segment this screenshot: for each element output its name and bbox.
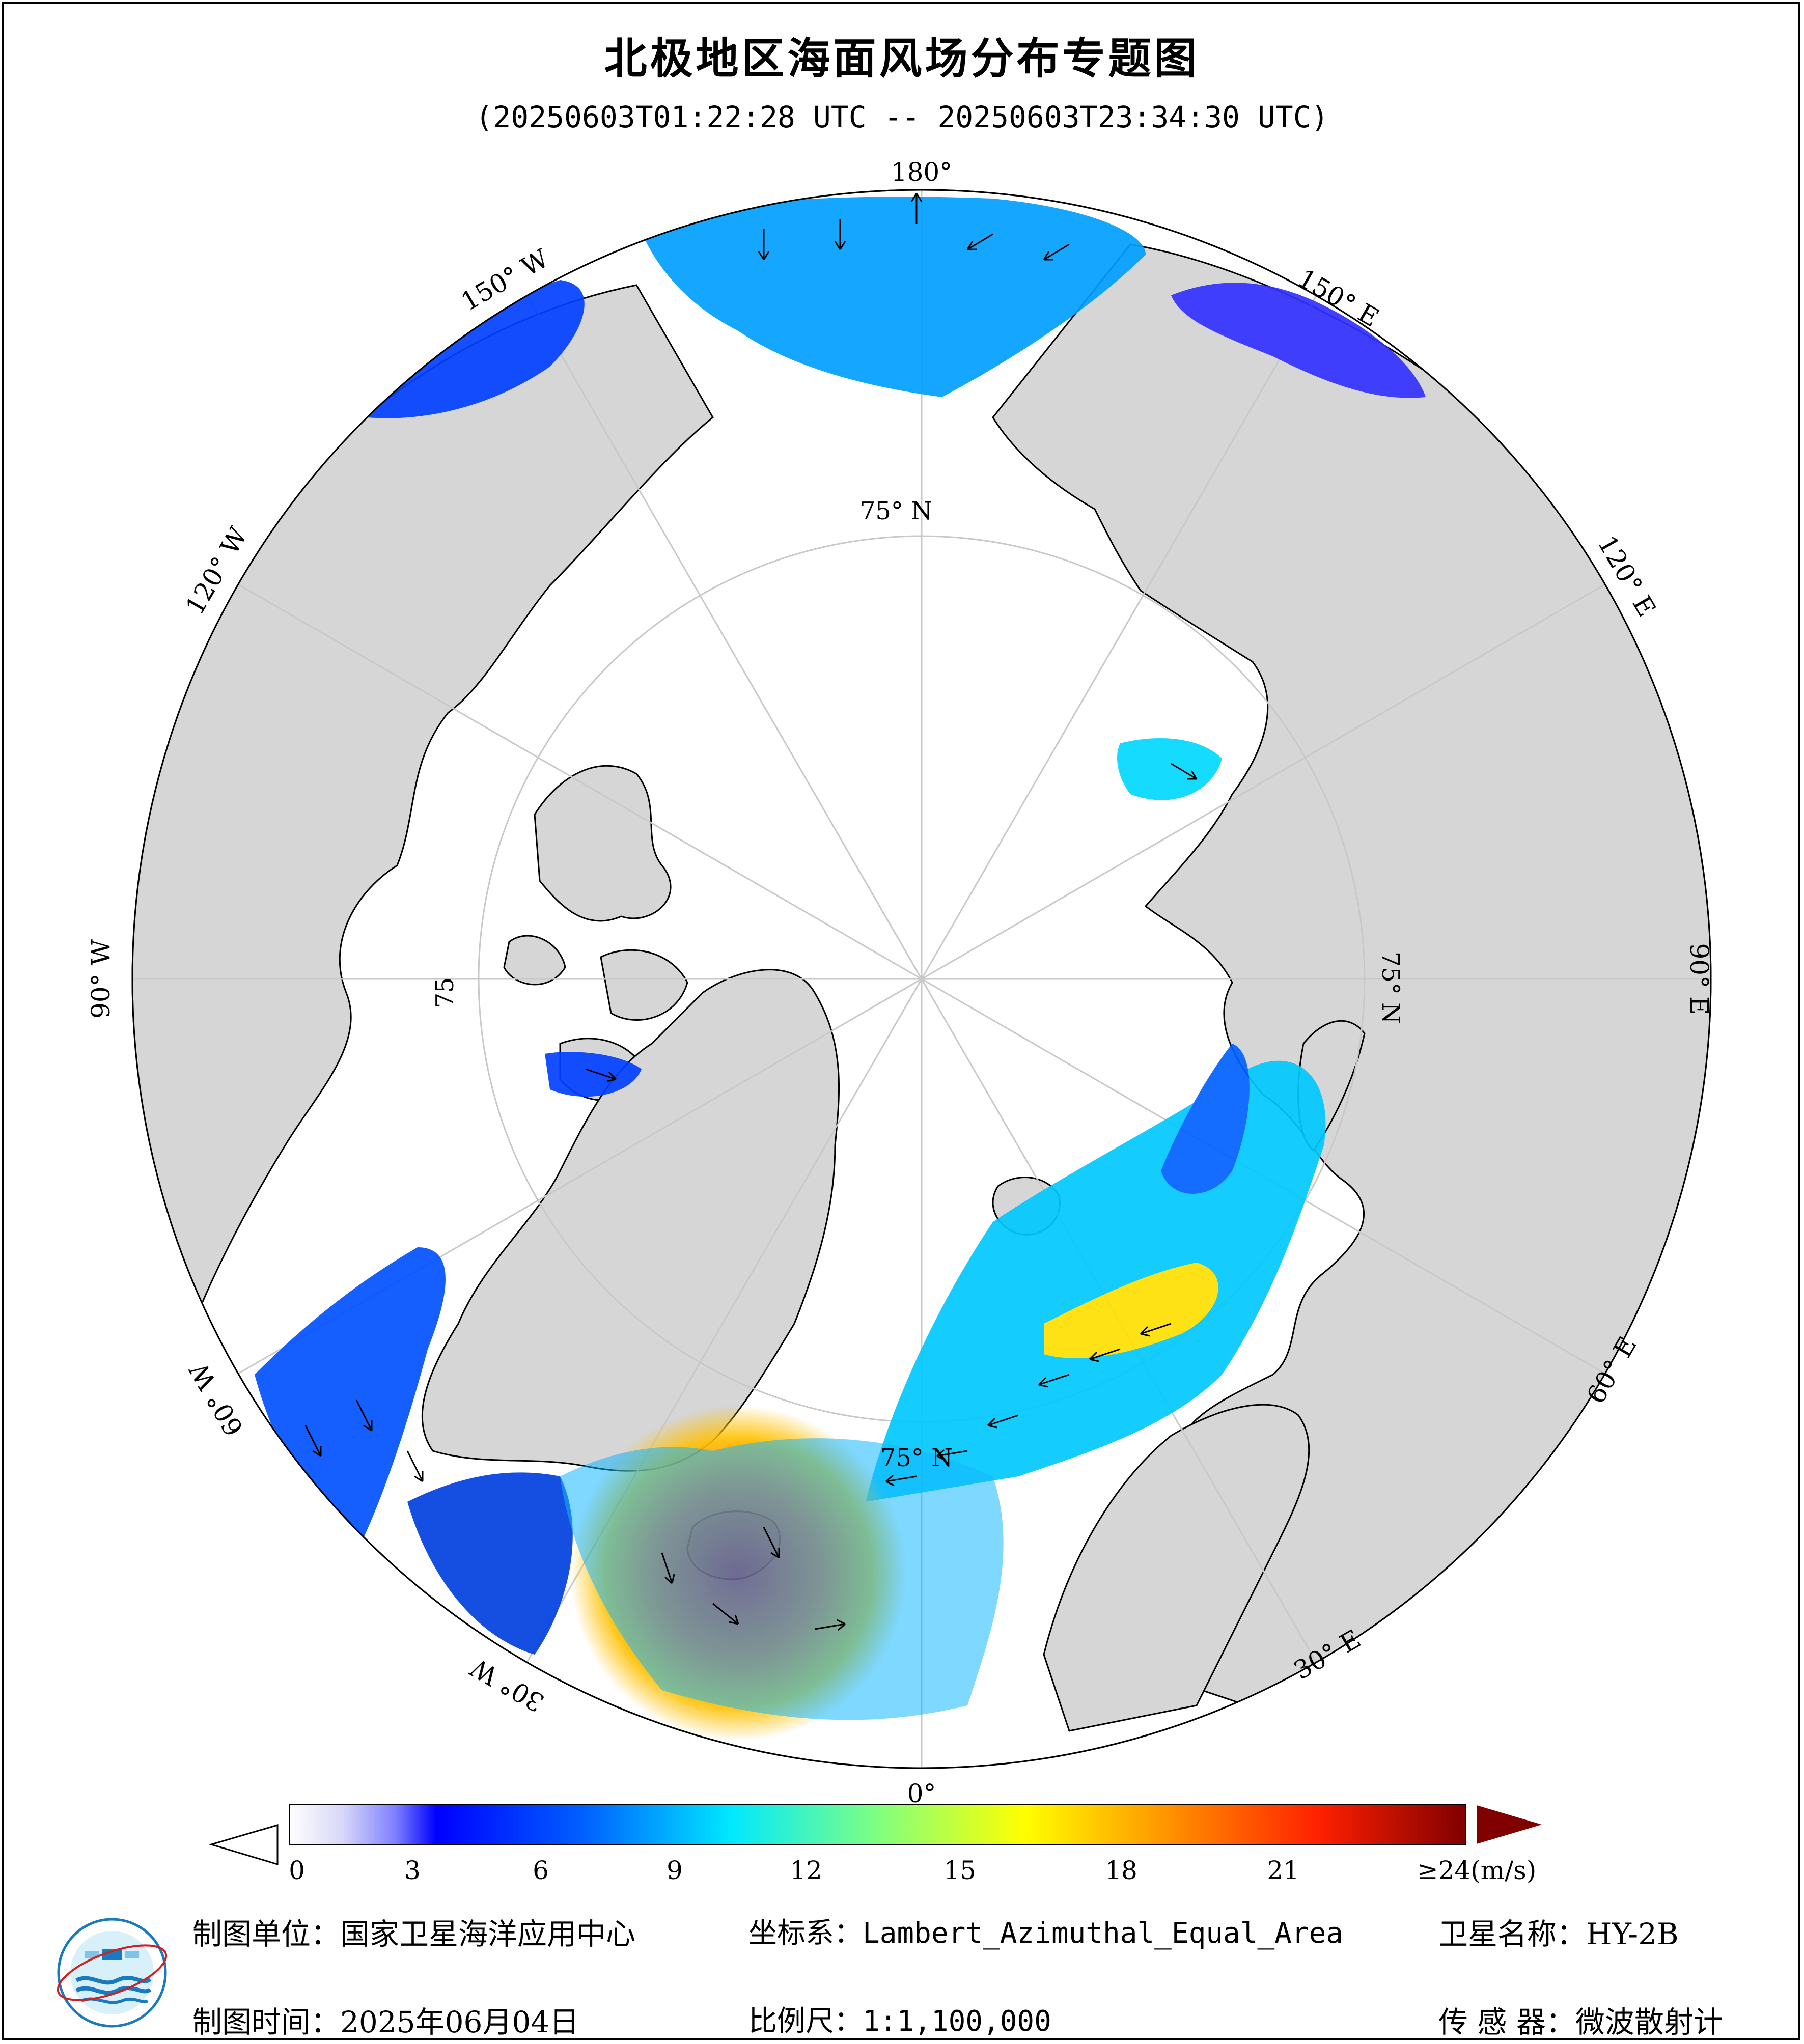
- wind-vector: [1038, 1374, 1070, 1388]
- wind-vector: [814, 1619, 846, 1631]
- land-scandinavia: [1043, 1404, 1310, 1732]
- wind-vector: [987, 1414, 1019, 1429]
- colorbar-tick: 3: [404, 1856, 421, 1885]
- lon-label-0: 0°: [907, 1779, 936, 1808]
- swath-kara: [1161, 1044, 1250, 1194]
- map-content: [132, 190, 1711, 1768]
- wind-vector: [885, 1474, 917, 1487]
- swath-barents-core: [1044, 1263, 1218, 1358]
- satellite-info: 卫星名称：HY-2B: [1438, 1917, 1679, 1951]
- wind-vector: [585, 1068, 617, 1082]
- latitude-labels: 75° N 75 75° N 75° N: [431, 497, 1405, 1472]
- crs-info: 坐标系：Lambert_Azimuthal_Equal_Area: [748, 1917, 1344, 1950]
- colorbar-body: [289, 1804, 1466, 1845]
- lat-label-75-right: 75° N: [1376, 951, 1405, 1024]
- swath-laptev: [1117, 738, 1222, 800]
- sensor-info: 传 感 器：微波散射计: [1438, 2005, 1723, 2039]
- swath-okhotsk: [1171, 283, 1426, 398]
- wind-vector: [1043, 243, 1070, 261]
- colorbar-tick: 18: [1105, 1856, 1137, 1885]
- scale-info: 比例尺：1:1,100,000: [748, 2005, 1051, 2038]
- wind-vector: [763, 1527, 780, 1559]
- colorbar-tick: 9: [667, 1856, 683, 1885]
- colorbar-unit-label: ≥24(m/s): [1417, 1856, 1537, 1885]
- wind-vector: [1089, 1348, 1121, 1362]
- map-title: 北极地区海面风场分布专题图: [604, 34, 1200, 83]
- wind-vectors: [304, 193, 1198, 1631]
- agency-logo-icon: [57, 1918, 168, 2028]
- producer-info: 制图单位：国家卫星海洋应用中心: [192, 1917, 636, 1951]
- colorbar-tick: 12: [790, 1856, 822, 1885]
- wind-vector: [406, 1450, 424, 1482]
- colorbar-tick: 15: [943, 1856, 976, 1885]
- lat-label-75-left: 75: [431, 977, 459, 1008]
- wind-vector: [966, 233, 993, 250]
- lat-label-75-bottom: 75° N: [880, 1444, 953, 1472]
- wind-vector: [304, 1425, 322, 1457]
- colorbar-tick: 21: [1267, 1856, 1299, 1885]
- colorbar-tick: 0: [289, 1856, 305, 1885]
- wind-vector: [936, 1449, 968, 1461]
- colorbar-tick: 6: [533, 1856, 549, 1885]
- swath-gulf-alaska: [367, 280, 585, 418]
- time-range: (20250603T01:22:28 UTC -- 20250603T23:34…: [475, 100, 1329, 134]
- date-info: 制图时间：2025年06月04日: [192, 2005, 579, 2039]
- lon-label-90e: 90° E: [1684, 943, 1714, 1015]
- colorbar-under-triangle: [208, 1824, 279, 1866]
- swath-north-atlantic: [560, 1438, 1004, 1720]
- wind-vector: [910, 193, 923, 224]
- wind-vector: [355, 1399, 373, 1432]
- land-canadian-archipelago: [503, 765, 688, 1101]
- lat-label-75-top: 75° N: [860, 497, 932, 525]
- wind-vector: [1171, 763, 1198, 780]
- swath-denmark-strait: [407, 1472, 573, 1655]
- wind-vector: [661, 1552, 675, 1584]
- wind-vector: [758, 229, 770, 260]
- lon-label-90w: 90° W: [86, 939, 116, 1019]
- swath-hudson: [545, 1052, 642, 1097]
- wind-vector: [834, 219, 846, 250]
- wind-vector: [1140, 1323, 1172, 1337]
- colorbar-over-triangle: [1477, 1805, 1542, 1844]
- lon-label-180: 180°: [891, 157, 952, 187]
- map-border: [131, 189, 1712, 1769]
- colorbar: [208, 1804, 1542, 1866]
- wind-vector: [712, 1603, 739, 1625]
